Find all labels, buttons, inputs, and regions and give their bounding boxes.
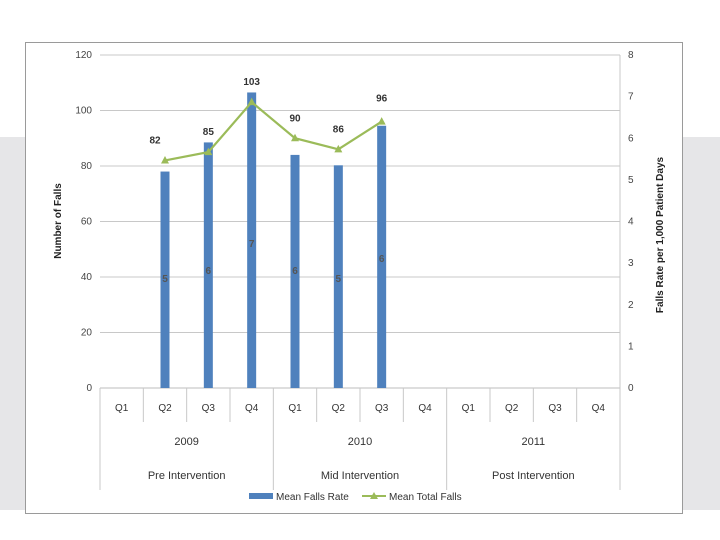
category-label: Q1 (115, 403, 129, 414)
category-label: Q2 (505, 403, 519, 414)
line-marker (291, 133, 299, 142)
right-tick-label: 5 (628, 175, 634, 186)
bar-data-label: 5 (162, 274, 168, 285)
line-data-label: 103 (243, 77, 260, 88)
right-tick-label: 2 (628, 300, 634, 311)
left-tick-label: 40 (81, 272, 93, 283)
right-tick-label: 1 (628, 341, 634, 352)
right-tick-label: 7 (628, 92, 634, 103)
line-path (164, 100, 383, 162)
phase-label: Pre Intervention (148, 470, 226, 482)
right-tick-label: 4 (628, 217, 634, 228)
legend: Mean Falls Rate Mean Total Falls (249, 492, 462, 503)
category-label: Q4 (418, 403, 432, 414)
category-label: Q2 (158, 403, 172, 414)
right-axis-title: Falls Rate per 1,000 Patient Days (655, 156, 666, 313)
line-series (161, 97, 386, 164)
legend-bar-label: Mean Falls Rate (276, 492, 349, 503)
right-tick-label: 3 (628, 258, 634, 269)
line-marker (204, 147, 213, 156)
line-marker (161, 155, 169, 164)
left-axis-title: Number of Falls (53, 183, 64, 259)
line-marker (334, 144, 343, 153)
line-data-label: 96 (376, 94, 388, 105)
phase-label: Mid Intervention (321, 470, 399, 482)
left-tick-label: 60 (81, 217, 93, 228)
bar (247, 92, 257, 389)
right-axis-ticks: 0 1 2 3 4 5 6 7 8 (628, 50, 634, 394)
x-axis: Q1 Q2 Q3 Q4 Q1 Q2 Q3 Q4 Q1 Q2 Q3 Q4 2009 2010 2011 Pre … (99, 55, 621, 490)
category-label: Q4 (592, 403, 606, 414)
bar-data-label: 7 (249, 239, 255, 250)
left-axis-ticks: 0 20 40 60 80 100 120 (75, 50, 92, 394)
data-labels: 5 6 7 6 5 6 82 85 103 90 86 96 (149, 77, 387, 285)
left-tick-label: 20 (81, 328, 93, 339)
right-tick-label: 6 (628, 133, 634, 144)
right-tick-label: 0 (628, 383, 634, 394)
line-data-label: 85 (203, 127, 215, 138)
bar (203, 142, 213, 388)
bar (290, 154, 300, 388)
year-label: 2009 (174, 436, 198, 448)
legend-bar-swatch (249, 493, 273, 499)
year-label: 2010 (348, 436, 372, 448)
left-tick-label: 100 (75, 106, 92, 117)
left-tick-label: 80 (81, 161, 93, 172)
category-label: Q1 (462, 403, 476, 414)
gridlines (100, 54, 620, 389)
line-marker (377, 117, 386, 125)
category-label: Q3 (202, 403, 216, 414)
phase-label: Post Intervention (492, 470, 575, 482)
line-data-label: 82 (149, 135, 161, 146)
left-tick-label: 0 (86, 383, 92, 394)
legend-line-label: Mean Total Falls (389, 492, 462, 503)
bars (160, 92, 387, 389)
year-label: 2011 (522, 436, 546, 448)
legend-line-marker (370, 492, 378, 499)
category-label: Q2 (332, 403, 346, 414)
category-label: Q4 (245, 403, 259, 414)
line-marker (247, 97, 256, 106)
category-label: Q3 (375, 403, 389, 414)
bar (333, 165, 343, 388)
bar-data-label: 6 (206, 266, 212, 277)
left-tick-label: 120 (75, 50, 92, 61)
bar-data-label: 6 (379, 254, 385, 265)
right-tick-label: 8 (628, 50, 634, 61)
line-data-label: 86 (333, 124, 345, 135)
chart-frame (25, 42, 683, 514)
bar (377, 125, 387, 388)
line-data-label: 90 (289, 113, 301, 124)
bar-data-label: 5 (336, 274, 342, 285)
category-label: Q3 (548, 403, 562, 414)
bar-data-label: 6 (292, 266, 298, 277)
category-label: Q1 (288, 403, 302, 414)
bar (160, 171, 170, 388)
